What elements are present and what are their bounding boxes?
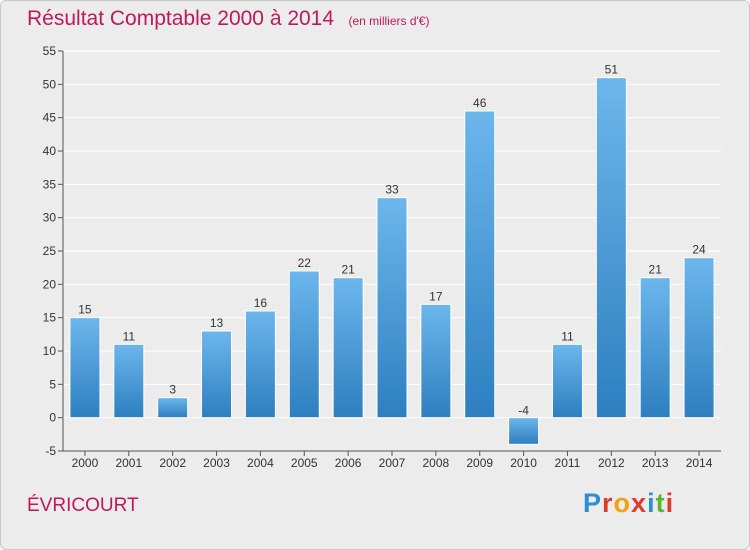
data-label: 11 <box>123 329 136 343</box>
bar <box>332 277 364 419</box>
x-tick-label: 2000 <box>72 456 99 470</box>
x-tick-label: 2012 <box>598 456 625 470</box>
logo-letter: P <box>583 488 603 518</box>
location-label: ÉVRICOURT <box>27 495 139 516</box>
data-label: -4 <box>518 404 529 418</box>
x-tick-label: 2010 <box>510 456 537 470</box>
y-tick-label: -5 <box>45 444 56 458</box>
data-label: 3 <box>169 383 176 397</box>
bar <box>551 343 583 419</box>
y-tick-label: 5 <box>49 377 56 391</box>
bar <box>595 77 627 419</box>
bar <box>69 317 101 419</box>
y-tick-label: 0 <box>49 411 56 425</box>
logo-letter: t <box>655 488 666 518</box>
x-tick-label: 2011 <box>555 456 581 470</box>
y-tick-label: 10 <box>43 344 57 358</box>
data-label: 13 <box>210 316 224 330</box>
x-tick-label: 2013 <box>642 456 669 470</box>
y-tick-label: 40 <box>43 144 57 158</box>
x-tick-label: 2001 <box>115 456 142 470</box>
bar <box>157 397 189 419</box>
data-label: 15 <box>78 303 92 317</box>
data-label: 17 <box>429 289 443 303</box>
y-tick-label: 25 <box>43 244 57 258</box>
logo-letter: x <box>631 488 648 518</box>
bar <box>113 343 145 419</box>
y-tick-label: 45 <box>43 111 57 125</box>
y-tick-label: 30 <box>43 211 57 225</box>
data-label: 21 <box>341 263 355 277</box>
chart-title: Résultat Comptable 2000 à 2014 <box>27 7 335 30</box>
data-label: 16 <box>254 296 268 310</box>
data-label: 21 <box>649 263 663 277</box>
bar <box>639 277 671 419</box>
bar <box>420 303 452 419</box>
y-tick-label: 35 <box>43 177 57 191</box>
y-tick-label: 20 <box>43 277 57 291</box>
bar <box>376 197 408 419</box>
x-tick-label: 2005 <box>291 456 318 470</box>
data-label: 33 <box>385 183 399 197</box>
x-tick-label: 2003 <box>203 456 230 470</box>
title-row: Résultat Comptable 2000 à 2014 (en milli… <box>27 7 429 31</box>
bar <box>288 270 320 419</box>
data-label: 22 <box>298 256 312 270</box>
y-tick-label: 15 <box>43 311 57 325</box>
logo-letter: o <box>613 488 632 518</box>
logo-letter: r <box>602 488 614 518</box>
bar <box>683 257 715 419</box>
y-tick-label: 50 <box>43 77 57 91</box>
bar <box>508 417 540 445</box>
data-label: 11 <box>561 329 574 343</box>
data-label: 24 <box>692 243 706 257</box>
x-tick-label: 2007 <box>379 456 406 470</box>
logo-letter: i <box>647 488 656 518</box>
bar <box>201 330 233 419</box>
x-tick-label: 2004 <box>247 456 274 470</box>
bar <box>244 310 276 419</box>
x-tick-label: 2002 <box>159 456 186 470</box>
x-tick-label: 2006 <box>335 456 362 470</box>
bar <box>464 110 496 419</box>
logo-letter: i <box>665 488 675 518</box>
chart-subtitle: (en milliers d'€) <box>348 14 430 28</box>
y-tick-label: 55 <box>43 44 57 58</box>
x-tick-label: 2009 <box>466 456 493 470</box>
data-label: 46 <box>473 96 487 110</box>
x-tick-label: 2014 <box>686 456 713 470</box>
data-label: 51 <box>605 63 619 77</box>
x-tick-label: 2008 <box>423 456 450 470</box>
proxiti-logo: Proxiti <box>583 488 674 519</box>
